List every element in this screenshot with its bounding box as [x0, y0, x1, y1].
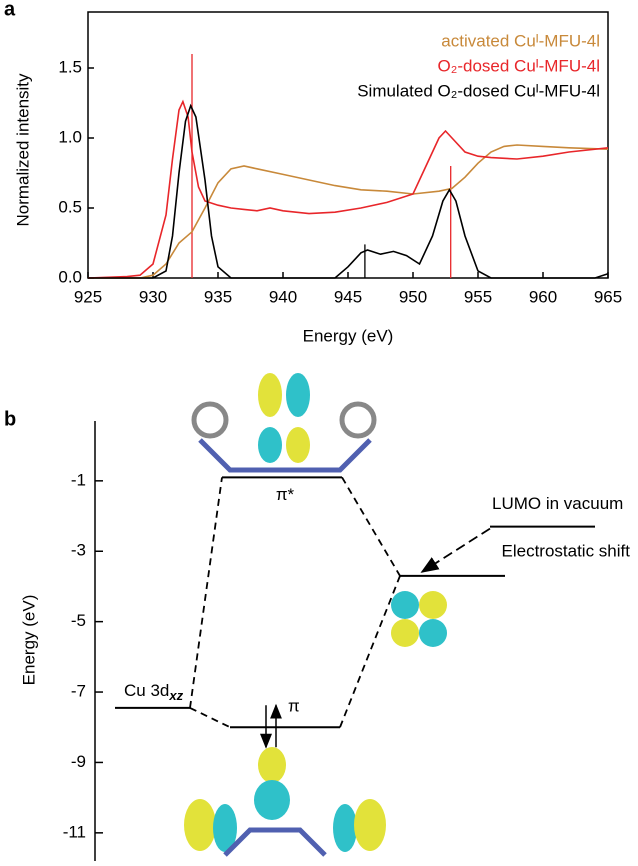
x-tick-label: 955 [464, 287, 492, 306]
y-tick-label: -5 [71, 611, 86, 630]
x-tick-label: 960 [529, 287, 557, 306]
orbital-pi-star [191, 373, 377, 473]
x-tick-label: 945 [334, 287, 362, 306]
y-tick-label: 0.0 [58, 267, 82, 286]
level-label: π [288, 697, 300, 716]
x-tick-label: 940 [269, 287, 297, 306]
x-tick-label: 935 [204, 287, 232, 306]
x-tick-label: 930 [139, 287, 167, 306]
connector [341, 476, 401, 577]
legend-entry: Simulated O₂-dosed Cuᴵ-MFU-4l [357, 81, 600, 100]
y-tick-label: 1.0 [58, 127, 82, 146]
legend-entry: O₂-dosed Cuᴵ-MFU-4l [438, 56, 600, 75]
shift-arrow [420, 527, 491, 573]
series-line [88, 144, 609, 279]
level-label-sub: xz [168, 688, 183, 703]
x-tick-label: 965 [594, 287, 622, 306]
x-tick-label: 925 [74, 287, 102, 306]
orbital-shift [391, 591, 447, 647]
y-tick-label: -3 [71, 541, 86, 560]
connector [189, 477, 223, 709]
y-axis-label: Normalized intensity [13, 73, 32, 227]
x-axis-label: Energy (eV) [303, 326, 394, 345]
y-tick-label: -9 [71, 752, 86, 771]
y-axis-label: Energy (eV) [19, 595, 38, 686]
level-label-main: Cu 3d [124, 681, 169, 700]
level-label: LUMO in vacuum [492, 494, 623, 513]
legend-entry: activated Cuᴵ-MFU-4l [441, 31, 600, 50]
y-tick-label: -11 [63, 822, 86, 841]
y-tick-label: -7 [71, 682, 86, 701]
x-tick-label: 950 [399, 287, 427, 306]
annotation: Electrostatic shift [502, 541, 631, 560]
orbital-pi [184, 747, 386, 857]
level-label: Cu 3dxz [124, 681, 184, 703]
y-tick-label: -1 [71, 470, 86, 489]
connector [189, 707, 231, 729]
y-tick-label: 1.5 [58, 57, 82, 76]
series-line [87, 99, 609, 279]
y-tick-label: 0.5 [58, 197, 82, 216]
series-line [88, 103, 609, 279]
panel-letter: a [4, 0, 16, 20]
connector [339, 575, 401, 728]
panel-letter: b [4, 408, 16, 430]
level-label: π* [276, 485, 295, 504]
